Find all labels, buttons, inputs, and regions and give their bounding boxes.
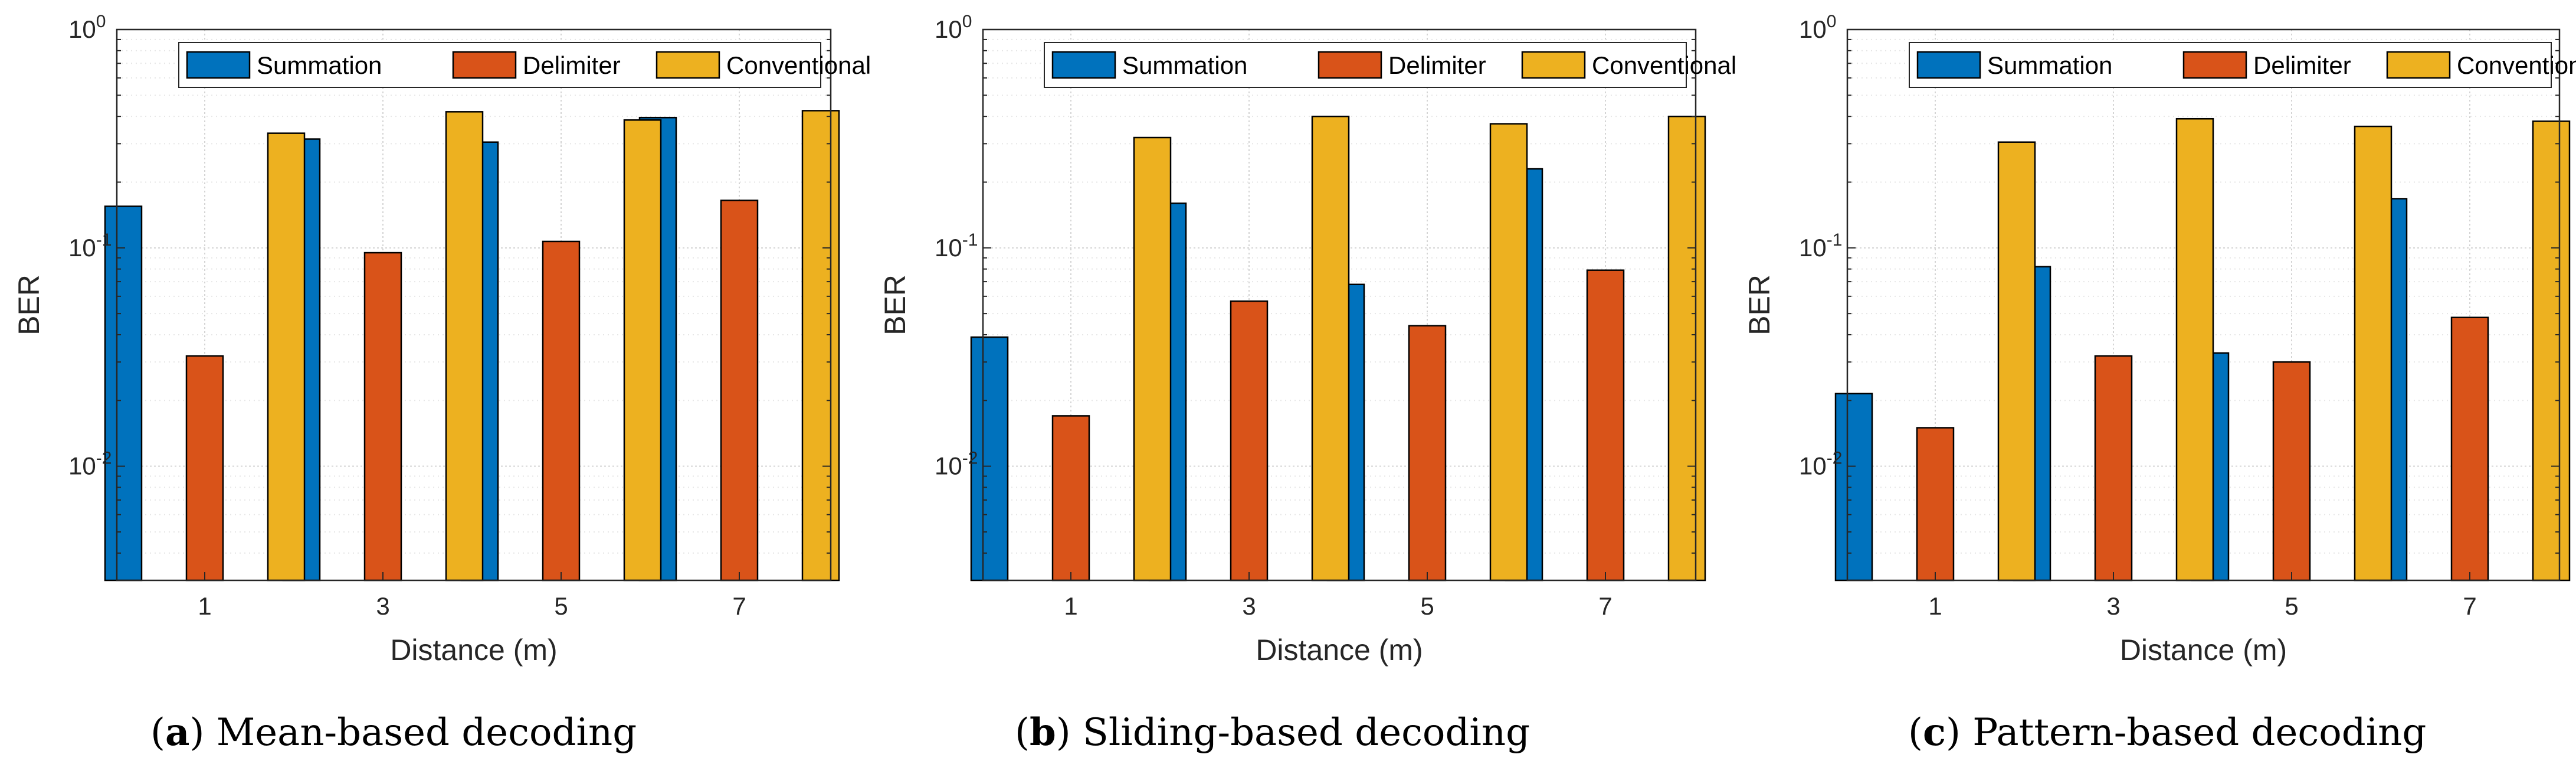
legend-swatch-conventional xyxy=(1521,51,1586,79)
y-tick-label: 10-2 xyxy=(68,449,112,480)
bar-conventional-5 xyxy=(623,119,662,582)
caption-tag: a xyxy=(165,710,189,755)
bar-delimiter-1 xyxy=(1051,415,1090,582)
bar-delimiter-5 xyxy=(542,240,581,582)
bar-conventional-7 xyxy=(801,110,840,582)
y-axis-label: BER xyxy=(879,275,912,335)
bar-delimiter-5 xyxy=(1408,325,1447,582)
chart-panel-2: 10-2 10-1 100 1 3 5 7 Distance (m) BER Summation D… xyxy=(879,12,1736,755)
legend-label-delimiter: Delimiter xyxy=(523,51,621,79)
y-tick-label: 100 xyxy=(68,12,106,43)
legend-label-conventional: Conventional xyxy=(2457,51,2576,79)
axes-box xyxy=(1846,28,2561,582)
bar-conventional-5 xyxy=(1489,123,1528,582)
legend: Summation Delimiter Conventional xyxy=(178,42,871,88)
bar-summation-1 xyxy=(970,336,1009,582)
caption-tag: c xyxy=(1923,710,1946,755)
bar-conventional-7 xyxy=(2532,120,2571,582)
y-tick-label: 10-1 xyxy=(68,230,112,262)
bar-conventional-1 xyxy=(1133,136,1172,582)
bar-conventional-1 xyxy=(1997,141,2036,582)
bar-conventional-7 xyxy=(1667,115,1706,582)
caption-text: ) Sliding-based decoding xyxy=(1056,711,1530,755)
legend-label-summation: Summation xyxy=(1987,51,2112,79)
x-tick-label: 5 xyxy=(554,592,568,620)
bar-summation-1 xyxy=(104,205,143,582)
axes-box xyxy=(982,28,1697,582)
legend-swatch-summation xyxy=(1051,51,1116,79)
bar-delimiter-3 xyxy=(1230,300,1269,582)
y-tick-label: 100 xyxy=(1799,12,1836,43)
legend-label-delimiter: Delimiter xyxy=(1388,51,1486,79)
bar-conventional-3 xyxy=(1311,115,1350,582)
caption-text: ) Mean-based decoding xyxy=(189,711,637,755)
x-axis-label: Distance (m) xyxy=(2120,633,2287,667)
x-tick-label: 1 xyxy=(198,592,211,620)
y-tick-label: 10-1 xyxy=(1799,230,1842,262)
legend-label-delimiter: Delimiter xyxy=(2253,51,2351,79)
bar-conventional-1 xyxy=(267,132,306,582)
x-tick-label: 1 xyxy=(1928,592,1942,620)
x-tick-label: 7 xyxy=(2463,592,2476,620)
legend-swatch-conventional xyxy=(656,51,720,79)
x-axis-label: Distance (m) xyxy=(390,633,557,667)
x-tick-label: 3 xyxy=(1242,592,1256,620)
y-tick-label: 10-1 xyxy=(935,230,978,262)
x-tick-label: 5 xyxy=(2285,592,2298,620)
bar-delimiter-1 xyxy=(1916,427,1955,582)
bar-delimiter-5 xyxy=(2272,361,2311,582)
y-tick-label: 10-2 xyxy=(935,449,978,480)
legend-swatch-summation xyxy=(1916,51,1981,79)
x-tick-label: 3 xyxy=(376,592,389,620)
axes-box xyxy=(116,28,832,582)
legend-swatch-summation xyxy=(186,51,251,79)
y-tick-label: 10-2 xyxy=(1799,449,1842,480)
y-tick-label: 100 xyxy=(935,12,972,43)
legend-swatch-conventional xyxy=(2386,51,2451,79)
legend-label-summation: Summation xyxy=(257,51,382,79)
bar-delimiter-1 xyxy=(185,355,224,582)
bar-conventional-5 xyxy=(2354,125,2393,582)
x-tick-label: 1 xyxy=(1064,592,1077,620)
legend-swatch-delimiter xyxy=(1318,51,1382,79)
bar-delimiter-3 xyxy=(2094,355,2133,582)
caption: (b) Sliding-based decoding xyxy=(1015,710,1530,755)
legend-swatch-delimiter xyxy=(452,51,517,79)
x-axis-label: Distance (m) xyxy=(1256,633,1423,667)
bar-delimiter-3 xyxy=(363,252,402,582)
bar-delimiter-7 xyxy=(1586,269,1625,582)
chart-panel-3: 10-2 10-1 100 1 3 5 7 Distance (m) BER Summation D… xyxy=(1743,12,2576,755)
bar-conventional-3 xyxy=(445,111,484,582)
x-tick-label: 7 xyxy=(732,592,746,620)
bar-summation-1 xyxy=(1834,393,1873,582)
y-axis-label: BER xyxy=(12,275,45,335)
y-axis-label: BER xyxy=(1743,275,1776,335)
legend-label-summation: Summation xyxy=(1122,51,1247,79)
bar-delimiter-7 xyxy=(2450,316,2489,582)
x-tick-label: 5 xyxy=(1420,592,1434,620)
chart-panel-1: 10-2 10-1 100 1 3 5 7 Distance (m) BER Summation D… xyxy=(12,12,871,755)
x-tick-label: 7 xyxy=(1598,592,1612,620)
caption-text: ) Pattern-based decoding xyxy=(1946,711,2426,755)
legend-swatch-delimiter xyxy=(2182,51,2247,79)
x-tick-label: 3 xyxy=(2106,592,2120,620)
bar-conventional-3 xyxy=(2175,117,2214,582)
legend-label-conventional: Conventional xyxy=(1592,51,1736,79)
caption: (a) Mean-based decoding xyxy=(150,710,637,755)
caption-tag: b xyxy=(1030,710,1056,755)
caption: (c) Pattern-based decoding xyxy=(1908,710,2426,755)
legend: Summation Delimiter Conventional xyxy=(1909,42,2576,88)
legend: Summation Delimiter Conventional xyxy=(1044,42,1736,88)
legend-label-conventional: Conventional xyxy=(726,51,871,79)
bar-delimiter-7 xyxy=(720,200,759,582)
